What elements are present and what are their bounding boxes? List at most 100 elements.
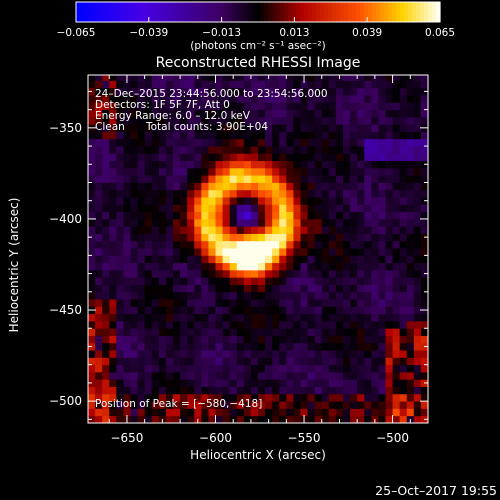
heatmap-cell <box>88 95 96 103</box>
heatmap-cell <box>321 379 330 387</box>
heatmap-cell <box>215 233 223 242</box>
heatmap-cell <box>215 415 223 423</box>
heatmap-cell <box>123 248 131 256</box>
heatmap-cell <box>406 116 415 125</box>
heatmap-cell <box>144 240 153 249</box>
heatmap-cell <box>201 401 209 409</box>
heatmap-cell <box>180 364 188 373</box>
heatmap-cell <box>300 248 308 256</box>
heatmap-cell <box>116 211 124 220</box>
heatmap-cell <box>314 87 323 96</box>
heatmap-cell <box>357 335 365 344</box>
heatmap-cell <box>116 291 124 300</box>
heatmap-cell <box>272 175 280 183</box>
heatmap-cell <box>371 182 379 191</box>
heatmap-cell <box>406 335 415 344</box>
heatmap-cell <box>378 218 386 227</box>
heatmap-cell <box>343 211 351 220</box>
heatmap-cell <box>265 342 273 351</box>
heatmap-cell <box>392 102 401 111</box>
heatmap-cell <box>243 364 252 373</box>
heatmap-cell <box>144 277 153 285</box>
heatmap-cell <box>144 102 153 111</box>
heatmap-cell <box>109 167 117 176</box>
heatmap-cell <box>95 306 103 315</box>
colorbar-cell <box>260 2 265 22</box>
heatmap-cell <box>229 342 238 351</box>
heatmap-cell <box>88 386 96 395</box>
heatmap-cell <box>95 146 103 154</box>
heatmap-cell <box>378 160 386 169</box>
heatmap-cell <box>343 233 351 242</box>
heatmap-cell <box>406 313 415 322</box>
heatmap-cell <box>88 277 96 285</box>
heatmap-cell <box>406 102 415 111</box>
heatmap-cell <box>343 393 351 402</box>
colorbar-tick-label: 0.065 <box>425 27 455 39</box>
colorbar-tick-label: 0.039 <box>352 27 382 39</box>
heatmap-cell <box>243 233 252 242</box>
heatmap-cell <box>293 160 301 169</box>
heatmap-cell <box>307 175 316 183</box>
heatmap-cell <box>222 342 231 351</box>
heatmap-cell <box>335 350 344 358</box>
heatmap-cell <box>314 357 323 366</box>
heatmap-cell <box>158 255 167 264</box>
heatmap-cell <box>399 379 408 387</box>
heatmap-cell <box>250 313 259 322</box>
heatmap-cell <box>229 255 238 264</box>
heatmap-cell <box>413 87 422 96</box>
heatmap-cell <box>194 313 202 322</box>
heatmap-cell <box>314 211 323 220</box>
heatmap-cell <box>208 364 216 373</box>
heatmap-cell <box>109 291 117 300</box>
heatmap-cell <box>300 95 308 103</box>
heatmap-cell <box>165 204 174 213</box>
chart-title: Reconstructed RHESSI Image <box>156 55 361 71</box>
heatmap-cell <box>180 160 188 169</box>
heatmap-cell <box>243 211 252 220</box>
heatmap-cell <box>208 80 216 89</box>
heatmap-cell <box>130 313 138 322</box>
heatmap-cell <box>243 415 252 423</box>
heatmap-cell <box>371 284 379 293</box>
heatmap-cell <box>137 335 146 344</box>
heatmap-cell <box>123 102 131 111</box>
heatmap-cell <box>144 269 153 278</box>
heatmap-cell <box>357 189 365 198</box>
heatmap-cell <box>116 138 124 147</box>
heatmap-cell <box>201 262 209 271</box>
heatmap-cell <box>158 160 167 169</box>
heatmap-cell <box>88 364 96 373</box>
heatmap-cell <box>243 240 252 249</box>
heatmap-cell <box>102 204 110 213</box>
heatmap-cell <box>385 218 393 227</box>
heatmap-cell <box>137 146 146 154</box>
heatmap-cell <box>123 386 131 395</box>
heatmap-cell <box>307 240 316 249</box>
heatmap-cell <box>293 175 301 183</box>
heatmap-cell <box>392 175 401 183</box>
heatmap-cell <box>321 102 330 111</box>
heatmap-cell <box>385 269 393 278</box>
heatmap-cell <box>222 240 231 249</box>
heatmap-cell <box>130 204 138 213</box>
heatmap-cell <box>173 153 181 162</box>
heatmap-cell <box>109 364 117 373</box>
heatmap-cell <box>194 109 202 118</box>
heatmap-cell <box>158 95 167 103</box>
heatmap-cell <box>392 262 401 271</box>
heatmap-cell <box>102 255 110 264</box>
heatmap-cell <box>321 415 330 423</box>
heatmap-cell <box>286 75 294 81</box>
heatmap-cell <box>180 75 188 81</box>
heatmap-cell <box>406 138 415 147</box>
heatmap-cell <box>173 182 181 191</box>
heatmap-cell <box>102 269 110 278</box>
heatmap-cell <box>272 116 280 125</box>
heatmap-cell <box>279 269 287 278</box>
heatmap-cell <box>335 175 344 183</box>
heatmap-cell <box>173 146 181 154</box>
heatmap-cell <box>102 335 110 344</box>
heatmap-cell <box>137 189 146 198</box>
